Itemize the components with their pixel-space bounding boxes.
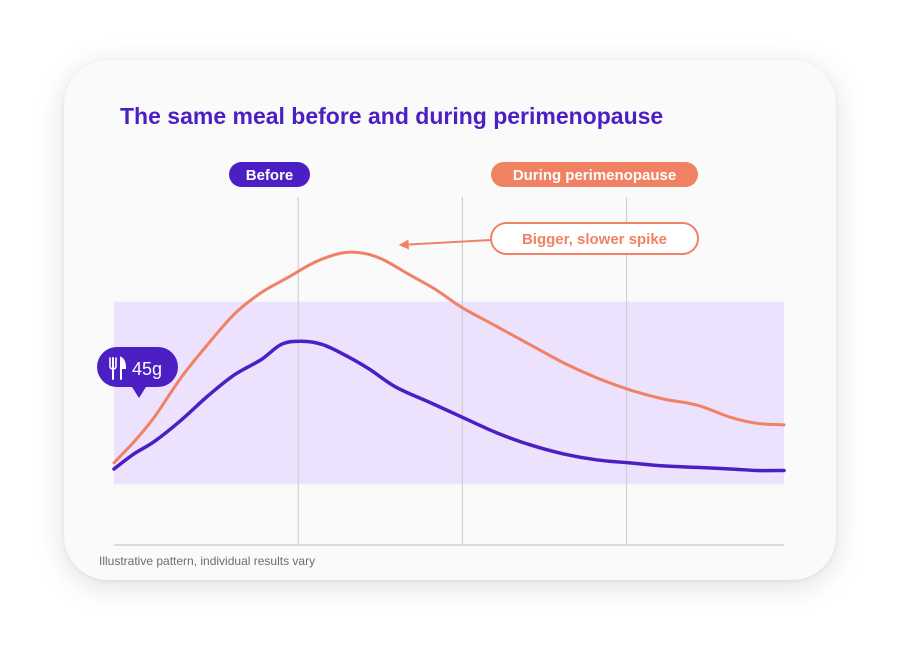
annotation-arrow-head xyxy=(398,239,409,250)
fork-knife-icon xyxy=(109,356,127,380)
annotation-arrow-line xyxy=(408,239,492,246)
phase-label-before-pill xyxy=(229,162,310,187)
footnote: Illustrative pattern, individual results… xyxy=(99,554,316,568)
phase-label-before: Before xyxy=(229,162,310,187)
series-lines xyxy=(112,250,786,473)
chart-title: The same meal before and during perimeno… xyxy=(120,103,664,129)
meal-marker: 45g xyxy=(97,347,178,398)
meal-marker-label: 45g xyxy=(132,359,162,379)
series-line-during xyxy=(112,250,786,465)
annotation-box xyxy=(490,222,699,255)
phase-label-during: During perimenopause xyxy=(491,162,698,187)
annotation-text: Bigger, slower spike xyxy=(522,231,667,248)
series-line-before xyxy=(112,339,786,473)
phase-label-during-text: During perimenopause xyxy=(513,167,676,184)
phase-label-during-pill xyxy=(491,162,698,187)
target-range-band xyxy=(114,301,784,485)
spike-annotation: Bigger, slower spike xyxy=(398,222,699,255)
phase-label-before-text: Before xyxy=(246,167,294,184)
meal-marker-bubble xyxy=(97,347,178,398)
